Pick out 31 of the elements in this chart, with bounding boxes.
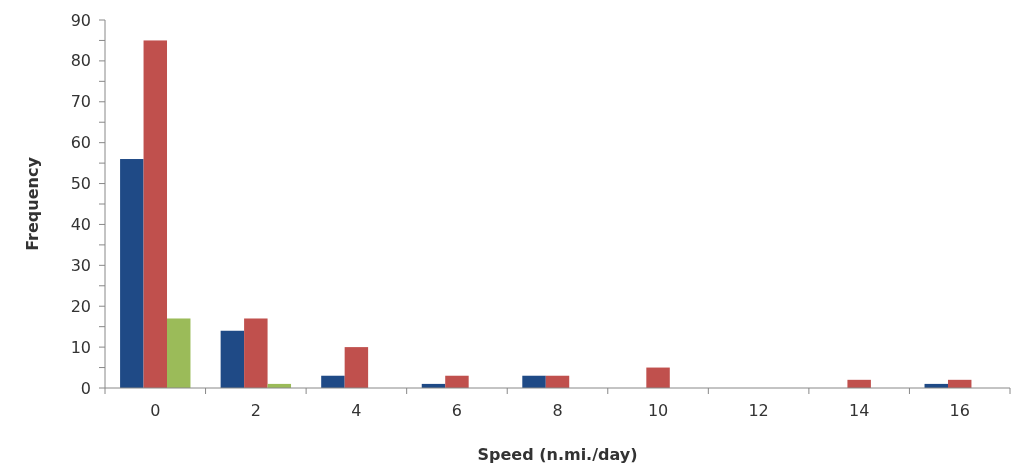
bar: [120, 159, 144, 388]
y-tick-label: 90: [70, 10, 91, 30]
x-tick-label: 6: [451, 401, 463, 420]
x-tick-label: 16: [949, 401, 970, 420]
bar: [445, 375, 469, 388]
bar: [321, 375, 345, 388]
x-axis-title: Speed (n.mi./day): [477, 445, 638, 464]
bar: [244, 318, 268, 388]
y-tick-label: 60: [70, 133, 91, 153]
y-axis-title: Frequency: [23, 156, 42, 251]
y-tick-label: 30: [70, 255, 91, 275]
bar: [522, 375, 546, 388]
x-tick-label: 2: [250, 401, 261, 420]
bar: [143, 40, 168, 388]
bar: [646, 367, 670, 388]
bar: [167, 318, 191, 388]
x-tick-label: 8: [552, 401, 563, 420]
y-tick-label: 70: [70, 92, 91, 112]
y-tick-label: 10: [70, 337, 91, 357]
bar: [344, 347, 369, 388]
x-tick-label: 12: [748, 401, 769, 420]
y-tick-label: 20: [70, 296, 91, 316]
x-tick-label: 10: [647, 401, 669, 420]
x-tick-label: 0: [150, 401, 161, 420]
x-tick-label: 14: [848, 401, 870, 420]
y-tick-label: 40: [70, 215, 91, 235]
y-tick-label: 0: [80, 378, 91, 398]
x-tick-label: 4: [351, 401, 362, 420]
y-tick-label: 80: [70, 51, 91, 71]
bar: [220, 330, 245, 388]
y-tick-label: 50: [70, 174, 91, 194]
